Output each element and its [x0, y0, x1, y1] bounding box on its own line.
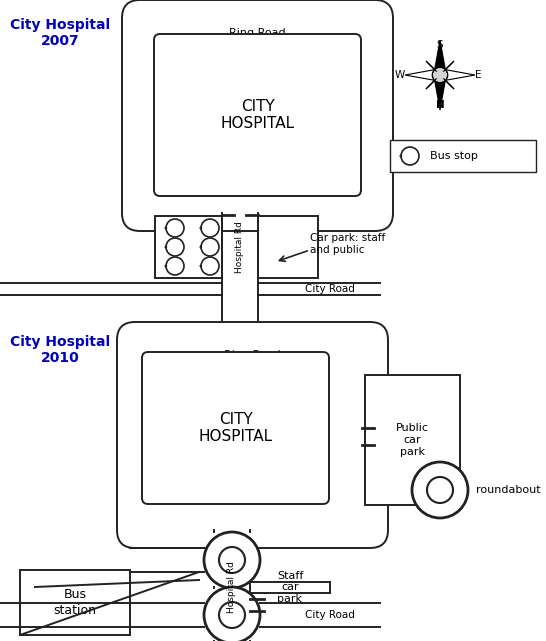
Circle shape	[219, 602, 245, 628]
Polygon shape	[434, 40, 446, 75]
FancyBboxPatch shape	[154, 34, 361, 196]
Text: E: E	[475, 70, 482, 80]
Text: Hospital Rd: Hospital Rd	[228, 562, 236, 613]
FancyBboxPatch shape	[142, 352, 329, 504]
Circle shape	[201, 219, 219, 237]
Text: City Road: City Road	[305, 284, 355, 294]
Circle shape	[201, 238, 219, 256]
FancyBboxPatch shape	[117, 322, 388, 548]
Circle shape	[166, 238, 184, 256]
Circle shape	[427, 477, 453, 503]
Text: City Hospital
2010: City Hospital 2010	[10, 335, 110, 365]
Bar	[258, 216, 318, 278]
Text: N: N	[436, 100, 444, 110]
Circle shape	[166, 219, 184, 237]
Bar	[155, 216, 222, 278]
FancyBboxPatch shape	[122, 0, 393, 231]
Circle shape	[166, 257, 184, 275]
Text: Car park: staff
and public: Car park: staff and public	[310, 233, 385, 254]
Circle shape	[204, 532, 260, 588]
Text: CITY
HOSPITAL: CITY HOSPITAL	[221, 99, 294, 131]
Polygon shape	[434, 75, 446, 110]
Text: Public
car
park: Public car park	[396, 424, 429, 456]
Polygon shape	[440, 69, 475, 81]
FancyBboxPatch shape	[20, 570, 130, 635]
Text: Bus
station: Bus station	[54, 588, 97, 617]
Bar	[365, 375, 460, 505]
Text: City Road: City Road	[305, 610, 355, 620]
Circle shape	[204, 587, 260, 641]
Text: Ring Road: Ring Road	[224, 350, 281, 360]
Text: Ring Road: Ring Road	[229, 28, 286, 38]
Text: W: W	[395, 70, 405, 80]
Circle shape	[412, 462, 468, 518]
Text: S: S	[437, 40, 443, 50]
Circle shape	[201, 257, 219, 275]
Circle shape	[401, 147, 419, 165]
Circle shape	[432, 67, 448, 83]
Text: City Hospital
2007: City Hospital 2007	[10, 18, 110, 48]
Text: Staff
car
park: Staff car park	[277, 571, 303, 604]
Bar	[250, 582, 330, 593]
Text: CITY
HOSPITAL: CITY HOSPITAL	[198, 412, 272, 444]
Text: roundabout: roundabout	[476, 485, 541, 495]
Circle shape	[219, 547, 245, 573]
Polygon shape	[405, 69, 440, 81]
Text: Hospital Rd: Hospital Rd	[235, 221, 245, 273]
Text: Bus stop: Bus stop	[430, 151, 478, 161]
Bar	[390, 140, 536, 172]
